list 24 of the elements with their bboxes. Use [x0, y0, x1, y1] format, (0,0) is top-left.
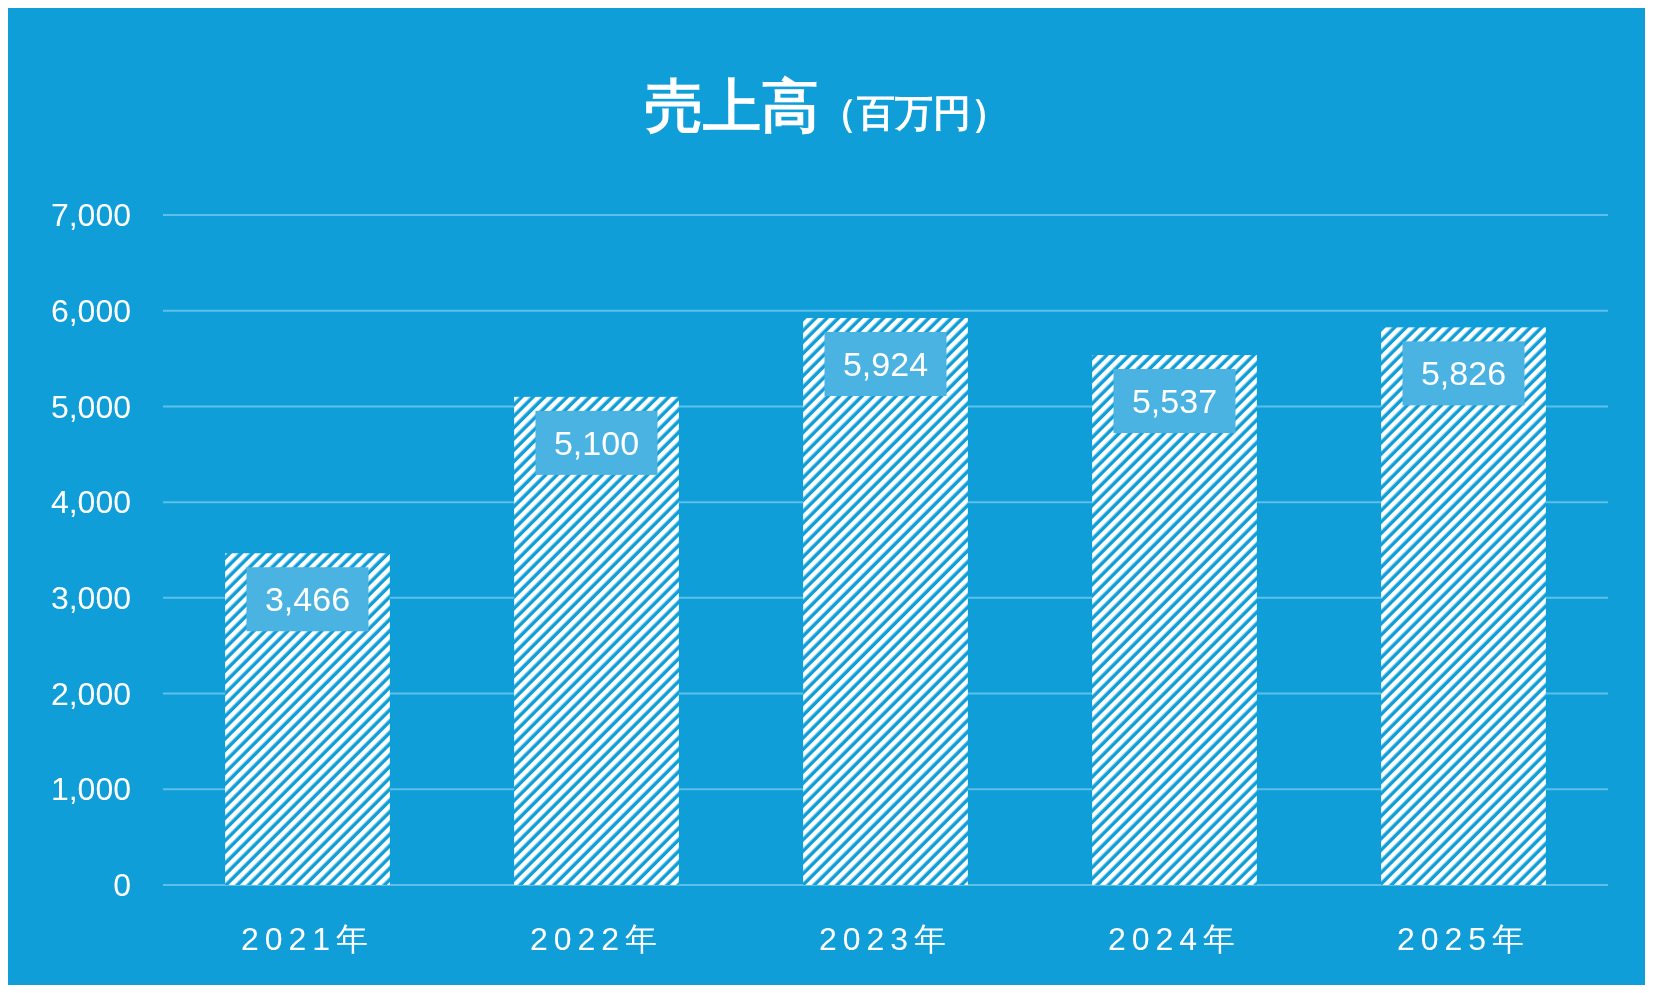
y-tick-label: 7,000 — [50, 197, 131, 234]
x-tick-label: 2022年 — [529, 921, 664, 957]
data-label: 5,100 — [553, 423, 640, 462]
data-label: 3,466 — [264, 580, 351, 619]
bar — [514, 396, 679, 885]
y-tick-label: 3,000 — [50, 580, 131, 617]
data-label: 5,826 — [1420, 354, 1507, 393]
bar — [803, 317, 968, 885]
data-label: 5,537 — [1131, 381, 1218, 420]
y-tick-label: 4,000 — [50, 484, 131, 521]
y-tick-label: 5,000 — [50, 388, 131, 425]
x-tick-label: 2023年 — [818, 921, 953, 957]
bar — [1381, 327, 1546, 885]
x-tick-label: 2021年 — [240, 921, 375, 957]
data-label: 5,924 — [842, 344, 929, 383]
bar — [1092, 355, 1257, 885]
x-tick-label: 2025年 — [1396, 921, 1531, 957]
y-tick-label: 1,000 — [50, 771, 131, 808]
y-tick-label: 0 — [113, 867, 131, 904]
chart-subtitle: （百万円） — [818, 92, 1009, 134]
y-tick-label: 6,000 — [50, 292, 131, 329]
x-tick-label: 2024年 — [1107, 921, 1242, 957]
y-tick-label: 2,000 — [50, 675, 131, 712]
chart-title: 売上高 — [644, 73, 819, 138]
